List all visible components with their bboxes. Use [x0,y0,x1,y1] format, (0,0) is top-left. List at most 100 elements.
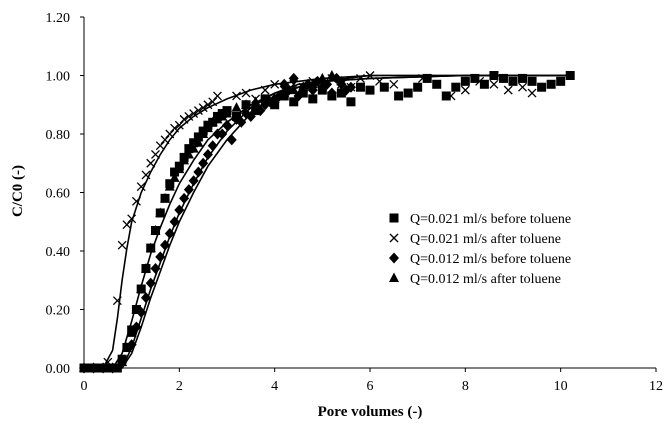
data-point [174,120,184,130]
x-tick-label: 2 [176,379,183,394]
data-point [422,73,432,83]
data-point [222,108,232,118]
data-point [269,93,280,103]
x-marker-stroke [146,158,156,168]
x-marker-stroke [193,106,203,116]
data-point [145,277,156,289]
y-tick-label: 1.20 [46,11,71,26]
x-marker-stroke [174,120,184,130]
data-point [122,220,132,230]
x-marker-stroke [179,114,189,124]
data-point [336,75,347,86]
x-tick-label: 4 [271,379,278,394]
data-point [207,116,218,127]
data-point [207,140,218,152]
x-marker-stroke [151,150,160,159]
x-tick-label: 0 [81,379,88,394]
data-point [112,296,122,306]
data-point [479,79,489,89]
data-point [170,167,180,177]
data-point [236,116,247,128]
data-point [279,78,290,90]
y-axis-ticks: 0.00 0.20 0.40 0.60 0.80 1.00 1.20 [46,11,84,377]
data-point [184,111,194,121]
data-point [260,96,271,106]
y-tick-label: 0.20 [46,304,71,319]
data-point [136,283,147,294]
data-point [198,103,208,113]
data-point [288,84,299,95]
data-point [556,76,566,86]
data-point [150,225,161,235]
data-point [270,100,280,110]
data-point [389,79,399,89]
x-marker-stroke [155,141,165,151]
x-marker-stroke [136,182,146,192]
data-point [326,70,337,80]
data-point [179,114,189,124]
x-marker-stroke [141,170,151,180]
data-point [279,87,290,98]
data-point [202,148,213,160]
data-point [475,76,485,86]
x-marker-stroke [127,214,137,224]
x-marker-stroke [165,129,175,139]
x-marker-stroke [527,88,537,98]
data-point [241,88,251,98]
y-tick-label: 0.00 [46,362,71,377]
data-point [160,239,171,251]
y-tick-label: 0.40 [46,245,71,260]
legend-marker [389,272,399,282]
x-marker-stroke [365,71,375,80]
data-point [170,123,180,133]
data-point [193,166,204,178]
data-point [379,82,389,92]
data-point [365,85,375,95]
fitted-curve [84,74,571,369]
data-point [336,88,346,98]
x-marker-stroke [475,76,485,86]
data-point [527,88,537,98]
data-point [193,132,203,142]
data-point [160,135,170,145]
data-point [365,71,375,80]
data-point [151,150,160,159]
data-point [232,91,241,101]
data-point [107,362,118,372]
x-marker-stroke [170,123,180,133]
data-point [345,81,356,93]
data-point [169,216,180,228]
x-marker-stroke [184,111,194,121]
x-axis-ticks: 0 2 4 6 8 10 12 [81,368,663,394]
data-point [208,97,218,107]
data-point [355,82,365,92]
data-point [189,109,199,118]
data-point [217,128,228,140]
x-tick-label: 12 [649,379,663,394]
data-point [174,204,185,216]
x-marker-stroke [260,85,270,95]
x-axis-label: Pore volumes (-) [318,404,423,420]
data-point [260,85,270,95]
data-point [250,96,261,106]
y-tick-label: 0.60 [46,187,71,202]
data-point [298,81,309,92]
data-point [375,76,384,86]
x-marker-stroke [198,103,208,113]
x-marker-stroke [189,109,199,118]
data-point [518,82,527,92]
legend-marker [389,213,399,223]
data-point [126,327,137,337]
data-point [145,242,156,253]
legend-entry-label: Q=0.021 ml/s before toluene [410,212,571,227]
data-point [446,91,456,101]
data-point [470,73,480,83]
data-point [165,129,175,139]
data-point [202,122,213,133]
data-point [537,82,547,92]
x-marker-stroke [232,91,241,101]
data-point [241,99,252,109]
data-point [131,196,141,206]
data-point [131,321,142,333]
